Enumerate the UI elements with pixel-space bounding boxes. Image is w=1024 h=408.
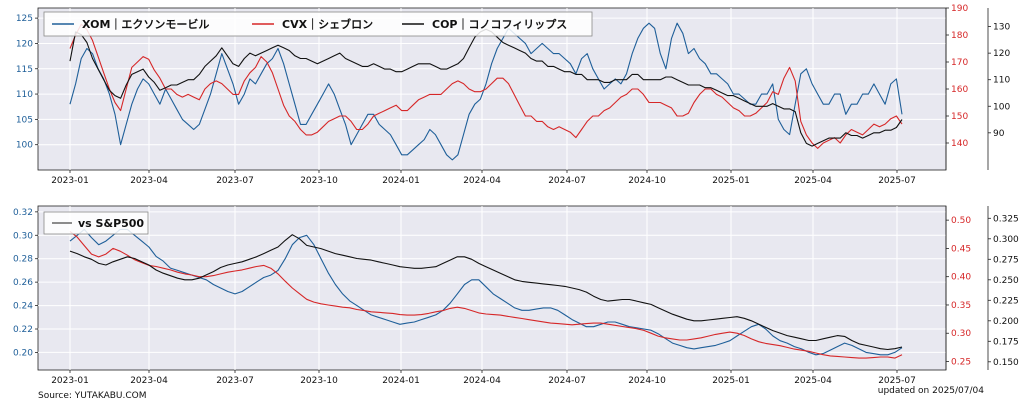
y-tick-label-right-2: 0.150 <box>993 358 1019 368</box>
chart-panel-price: 2023-01 2023-04 2023-07 2023-10 2024-01 2024-… <box>16 4 1011 186</box>
y-tick-label-right-1: 150 <box>951 112 968 122</box>
source-text: Source: YUTAKABU.COM <box>38 391 147 401</box>
updated-text: updated on 2025/07/04 <box>878 386 985 396</box>
y-tick-label-left: 115 <box>16 65 33 75</box>
legend-label-cvx: CVX｜シェブロン <box>282 17 373 31</box>
y-tick-label-left: 110 <box>16 90 33 100</box>
y-tick-label-left: 120 <box>16 39 33 49</box>
y-tick-label-right-2: 120 <box>993 49 1010 59</box>
x-tick-label: 2023-01 <box>51 376 89 386</box>
y-tick-label-right-2: 0.250 <box>993 276 1019 286</box>
y-tick-label-right-2: 0.225 <box>993 296 1019 306</box>
y-tick-label-right-1: 190 <box>951 4 968 14</box>
x-tick-label: 2023-10 <box>300 176 338 186</box>
x-tick-label: 2025-04 <box>794 176 832 186</box>
y-tick-label-left: 105 <box>16 115 33 125</box>
y-tick-label-left: 0.26 <box>13 278 33 288</box>
x-tick-label: 2024-04 <box>463 176 501 186</box>
x-tick-label: 2025-01 <box>712 176 750 186</box>
series-line-cvx <box>69 230 903 359</box>
chart-panel-relative: 2023-01 2023-04 2023-07 2023-10 2024-01 2024-… <box>13 205 1019 386</box>
y-tick-label-right-2: 0.325 <box>993 214 1019 224</box>
y-tick-label-left: 0.32 <box>13 208 33 218</box>
y-tick-label-left: 0.22 <box>13 325 33 335</box>
x-tick-label: 2024-04 <box>463 376 501 386</box>
x-tick-label: 2023-04 <box>130 176 168 186</box>
y-tick-label-right-2: 110 <box>993 76 1010 86</box>
y-tick-label-left: 125 <box>16 14 33 24</box>
x-tick-label: 2023-07 <box>216 376 254 386</box>
y-tick-label-right-1: 170 <box>951 58 968 68</box>
x-tick-label: 2025-07 <box>878 376 916 386</box>
y-tick-label-right-1: 0.30 <box>951 329 971 339</box>
x-tick-label: 2024-07 <box>548 376 586 386</box>
x-tick-label: 2024-01 <box>382 176 420 186</box>
y-tick-label-right-2: 90 <box>993 129 1005 139</box>
legend: vs S&P500 <box>43 211 149 235</box>
y-tick-label-right-2: 0.275 <box>993 255 1019 265</box>
y-tick-label-right-1: 0.50 <box>951 216 971 226</box>
y-tick-label-right-1: 0.40 <box>951 273 971 283</box>
y-tick-label-left: 0.30 <box>13 231 33 241</box>
legend: XOM｜エクソンモービル CVX｜シェブロン COP｜コノコフィリップス <box>43 11 593 37</box>
y-tick-label-right-1: 0.25 <box>951 358 971 368</box>
y-tick-label-left: 0.24 <box>13 302 33 312</box>
series-line-xom <box>69 228 903 356</box>
y-tick-label-right-1: 140 <box>951 139 968 149</box>
y-tick-label-right-1: 160 <box>951 85 968 95</box>
y-tick-label-right-2: 130 <box>993 23 1010 33</box>
x-tick-label: 2024-10 <box>628 176 666 186</box>
legend-label-xom: XOM｜エクソンモービル <box>82 17 209 31</box>
y-tick-label-right-2: 0.300 <box>993 235 1019 245</box>
y-tick-label-right-2: 100 <box>993 102 1010 112</box>
legend-label-cop: COP｜コノコフィリップス <box>432 17 567 31</box>
x-tick-label: 2025-07 <box>878 176 916 186</box>
plot-area <box>37 205 947 371</box>
y-tick-label-right-1: 0.45 <box>951 244 971 254</box>
y-tick-label-right-1: 0.35 <box>951 301 971 311</box>
legend-label: vs S&P500 <box>78 217 144 230</box>
legend-box <box>43 11 593 37</box>
y-tick-label-left: 0.28 <box>13 255 33 265</box>
x-tick-label: 2023-04 <box>130 376 168 386</box>
x-tick-label: 2023-07 <box>216 176 254 186</box>
x-tick-label: 2024-01 <box>382 376 420 386</box>
y-tick-label-left: 100 <box>16 141 33 151</box>
x-tick-label: 2025-04 <box>794 376 832 386</box>
y-tick-label-right-1: 180 <box>951 31 968 41</box>
x-tick-label: 2025-01 <box>712 376 750 386</box>
legend-box <box>43 211 149 235</box>
x-tick-label: 2024-10 <box>628 376 666 386</box>
x-tick-label: 2024-07 <box>548 176 586 186</box>
series-line-cop <box>69 234 903 351</box>
y-tick-label-right-2: 0.175 <box>993 337 1019 347</box>
y-tick-label-left: 0.20 <box>13 348 33 358</box>
x-tick-label: 2023-10 <box>300 376 338 386</box>
x-tick-label: 2023-01 <box>51 176 89 186</box>
y-tick-label-right-2: 0.200 <box>993 317 1019 327</box>
series-line-xom <box>69 22 903 161</box>
